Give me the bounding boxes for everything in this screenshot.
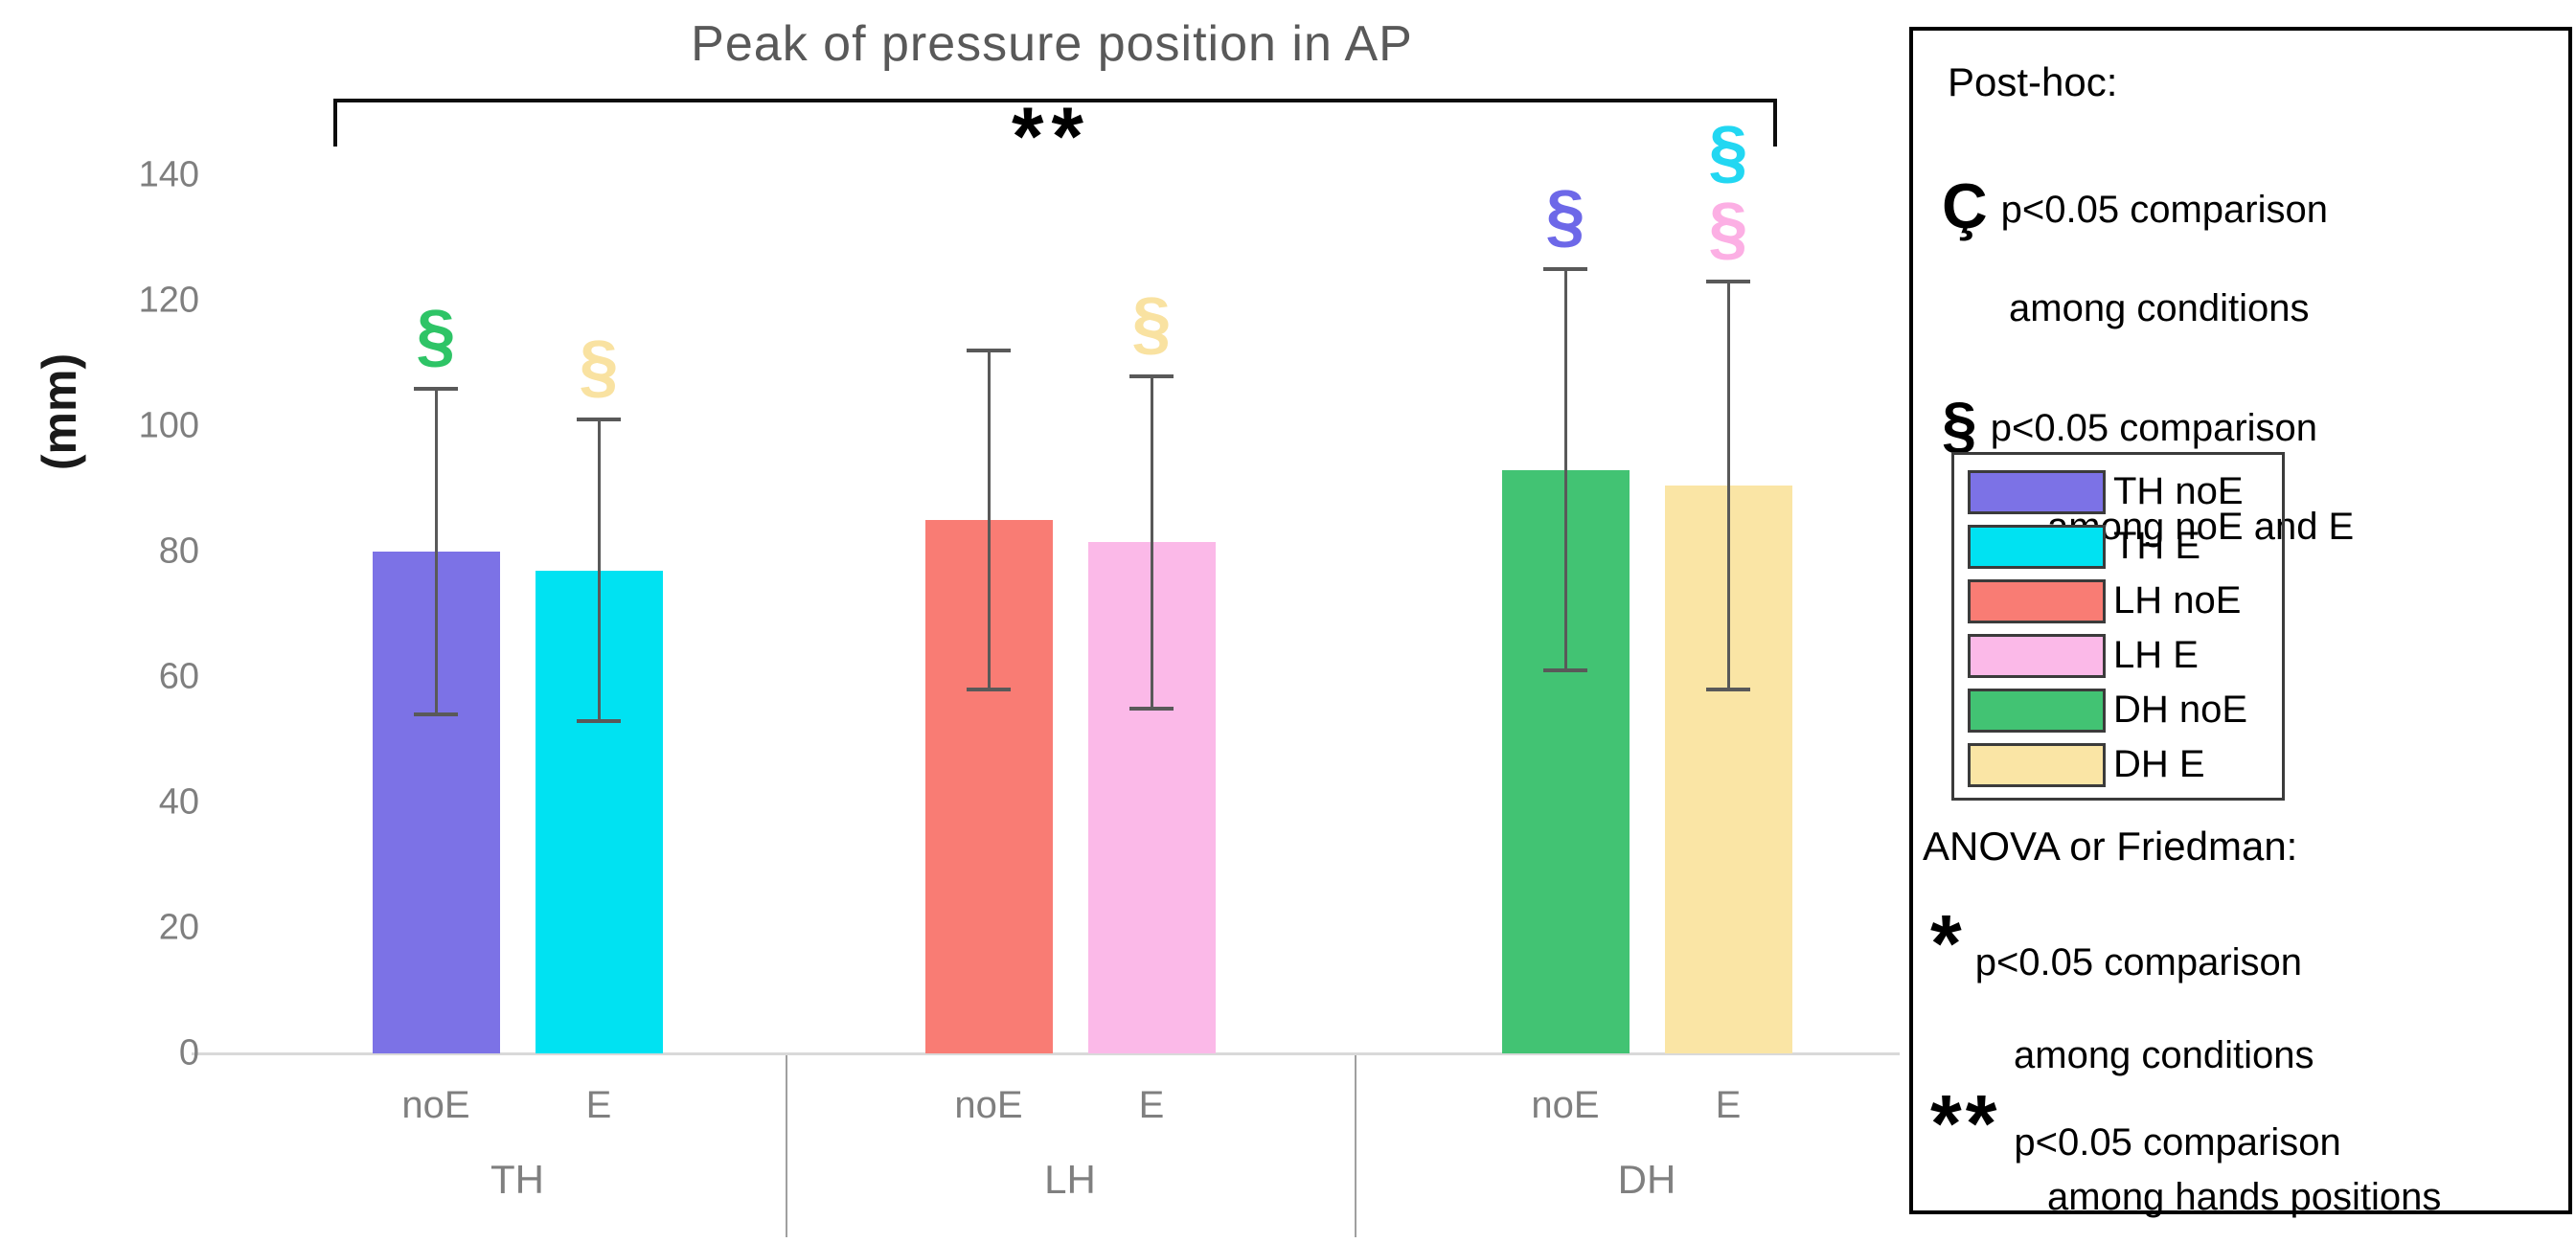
legend-anova-title: ANOVA or Friedman: — [1923, 824, 2298, 869]
x-group-label: LH — [1044, 1157, 1096, 1202]
color-key-box: TH noE TH E LH noE LH E DH noE DH E — [1951, 452, 2285, 801]
legend-entry-text: p<0.05 comparison — [2014, 1121, 2341, 1164]
significance-marker: § — [1545, 175, 1585, 256]
error-bar-top-cap — [1706, 280, 1750, 284]
legend-item: DH noE — [1968, 683, 2282, 737]
legend-swatch — [1968, 742, 2106, 787]
legend-item-label: LH noE — [2113, 579, 2242, 622]
legend-item-label: DH E — [2113, 743, 2205, 785]
y-tick-label: 120 — [138, 280, 199, 321]
legend-item: DH E — [1968, 737, 2282, 792]
y-tick-label: 20 — [158, 907, 199, 948]
legend-posthoc-title: Post-hoc: — [1948, 59, 2118, 104]
y-tick-label: 80 — [158, 531, 199, 572]
group-divider-line — [786, 1055, 787, 1237]
legend-swatch — [1968, 633, 2106, 678]
error-bar-top-cap — [967, 349, 1011, 353]
significance-bracket — [333, 99, 1777, 147]
x-condition-label: noE — [954, 1084, 1023, 1126]
error-bar-line — [1564, 269, 1567, 671]
cedilla-c-symbol: Ç — [1942, 170, 1988, 241]
error-bar-line — [598, 419, 601, 721]
error-bar-top-cap — [577, 418, 621, 422]
legend-entry-cedilla: Ç p<0.05 comparison — [1942, 174, 2328, 237]
legend-item: LH noE — [1968, 574, 2282, 628]
x-condition-label: E — [1138, 1084, 1165, 1126]
significance-marker: § — [1708, 188, 1748, 268]
legend-item: TH noE — [1968, 464, 2282, 519]
group-divider-line — [1355, 1055, 1356, 1237]
section-symbol: § — [1942, 389, 1977, 460]
x-condition-label: E — [1715, 1084, 1742, 1126]
legend-entry-text: p<0.05 comparison — [1990, 407, 2318, 449]
legend-item-label: DH noE — [2113, 689, 2248, 731]
x-group-label: DH — [1617, 1157, 1676, 1202]
legend-swatch — [1968, 578, 2106, 623]
significance-marker: § — [416, 294, 456, 374]
legend-entry-text: among hands positions — [2047, 1176, 2442, 1218]
legend-entry-double-star: ** p<0.05 comparison — [1930, 1078, 2341, 1168]
double-asterisk-symbol: ** — [1930, 1078, 2001, 1168]
error-bar-top-cap — [1129, 373, 1174, 378]
significance-marker: § — [1131, 282, 1172, 362]
error-bar-top-cap — [414, 386, 458, 391]
legend-swatch — [1968, 469, 2106, 514]
significance-marker: § — [1708, 111, 1748, 192]
x-condition-label: noE — [401, 1084, 470, 1126]
legend-entry-section: § p<0.05 comparison — [1942, 393, 2317, 456]
legend-entry-text: among conditions — [2009, 287, 2310, 329]
chart-title: Peak of pressure position in AP — [691, 16, 1413, 72]
error-bar-bottom-cap — [1129, 706, 1174, 711]
significance-marker: § — [579, 326, 619, 406]
error-bar-bottom-cap — [967, 688, 1011, 692]
error-bar-bottom-cap — [414, 712, 458, 717]
error-bar-top-cap — [1543, 267, 1587, 272]
legend-swatch — [1968, 688, 2106, 733]
legend-panel: Post-hoc: Ç p<0.05 comparison among cond… — [1909, 27, 2572, 1218]
legend-entry-text: p<0.05 comparison — [2000, 189, 2328, 231]
error-bar-line — [1727, 282, 1730, 690]
y-tick-label: 140 — [138, 154, 199, 195]
legend-item-label: TH E — [2113, 525, 2201, 567]
error-bar-line — [435, 388, 438, 715]
y-tick-label: 100 — [138, 405, 199, 446]
legend-item: LH E — [1968, 628, 2282, 683]
legend-entry-star: * p<0.05 comparison — [1930, 898, 2303, 988]
legend-item-label: LH E — [2113, 634, 2199, 676]
error-bar-line — [988, 350, 991, 690]
error-bar-bottom-cap — [1706, 688, 1750, 692]
y-tick-label: 40 — [158, 781, 199, 823]
x-condition-label: E — [585, 1084, 612, 1126]
legend-item-label: TH noE — [2113, 470, 2244, 512]
asterisk-symbol: * — [1930, 898, 1962, 988]
error-bar-bottom-cap — [577, 718, 621, 723]
legend-entry-text: among conditions — [2014, 1034, 2314, 1076]
error-bar-line — [1151, 375, 1153, 709]
significance-bracket-symbol: ** — [1012, 91, 1091, 183]
y-tick-label: 0 — [178, 1032, 199, 1074]
x-condition-label: noE — [1531, 1084, 1600, 1126]
x-axis-line — [192, 1052, 1900, 1055]
y-tick-label: 60 — [158, 656, 199, 697]
legend-item: TH E — [1968, 519, 2282, 574]
error-bar-bottom-cap — [1543, 668, 1587, 673]
legend-swatch — [1968, 524, 2106, 569]
legend-entry-text: p<0.05 comparison — [1974, 941, 2303, 983]
x-group-label: TH — [490, 1157, 544, 1202]
